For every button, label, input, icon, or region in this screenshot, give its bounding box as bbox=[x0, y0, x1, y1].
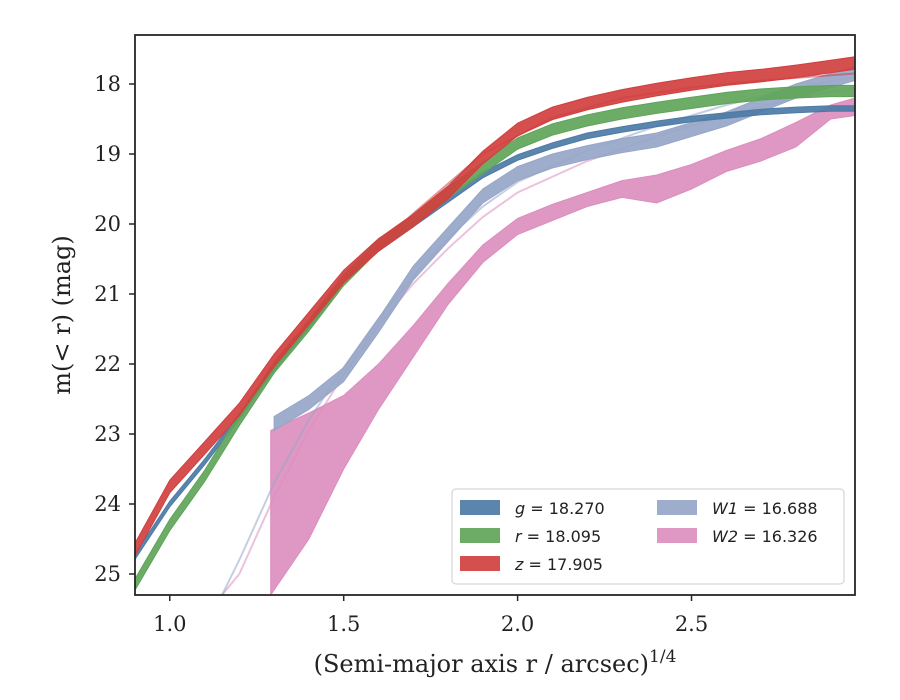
axis-ticks: 1.0 1.5 2.0 2.5 18 19 20 21 22 23 24 25 bbox=[94, 72, 708, 636]
series-W1-band bbox=[273, 65, 855, 432]
y-tick-label: 25 bbox=[94, 562, 121, 586]
series-z bbox=[135, 56, 855, 557]
y-tick-label: 19 bbox=[94, 142, 121, 166]
x-axis-label-main: (Semi-major axis r / arcsec) bbox=[314, 650, 649, 678]
legend-item-g: g = 18.270 bbox=[460, 499, 605, 518]
legend-swatch bbox=[460, 500, 500, 515]
legend-label: z = 17.905 bbox=[514, 555, 603, 574]
y-tick-label: 18 bbox=[94, 72, 121, 96]
x-tick-label: 2.5 bbox=[675, 612, 708, 636]
y-tick-label: 23 bbox=[94, 422, 121, 446]
series-W2-band bbox=[270, 97, 855, 595]
y-axis-label: m(< r) (mag) bbox=[48, 235, 76, 394]
legend-item-r: r = 18.095 bbox=[460, 527, 601, 546]
legend-label: g = 18.270 bbox=[515, 499, 605, 518]
legend-label: r = 18.095 bbox=[515, 527, 601, 546]
legend-swatch bbox=[460, 556, 500, 571]
legend-swatch bbox=[657, 500, 697, 515]
x-tick-label: 1.0 bbox=[153, 612, 186, 636]
x-axis-label: (Semi-major axis r / arcsec)1/4 bbox=[314, 647, 677, 678]
legend-value: = 18.095 bbox=[522, 527, 602, 546]
legend-swatch bbox=[460, 528, 500, 543]
legend-label: W1 = 16.688 bbox=[712, 499, 818, 518]
legend-value: = 17.905 bbox=[523, 555, 603, 574]
series-layer bbox=[135, 56, 855, 595]
y-tick-label: 22 bbox=[94, 352, 121, 376]
x-axis-label-exponent: 1/4 bbox=[649, 647, 676, 667]
legend-item-W1: W1 = 16.688 bbox=[657, 499, 818, 518]
legend-band: W2 bbox=[712, 527, 738, 546]
legend-value: = 16.326 bbox=[738, 527, 818, 546]
legend-value: = 16.688 bbox=[738, 499, 818, 518]
legend-band: r bbox=[515, 527, 523, 546]
y-tick-label: 20 bbox=[94, 212, 121, 236]
legend-item-z: z = 17.905 bbox=[460, 555, 603, 574]
series-W1 bbox=[221, 65, 855, 595]
legend-band: g bbox=[515, 499, 525, 518]
x-tick-label: 1.5 bbox=[327, 612, 360, 636]
legend-swatch bbox=[657, 528, 697, 543]
legend-frame bbox=[451, 488, 845, 585]
legend-band: z bbox=[514, 555, 524, 574]
legend-band: W1 bbox=[712, 499, 738, 518]
y-tick-label: 21 bbox=[94, 282, 121, 306]
legend-item-W2: W2 = 16.326 bbox=[657, 527, 818, 546]
legend-value: = 18.270 bbox=[525, 499, 605, 518]
plot-frame bbox=[134, 34, 856, 596]
y-tick-label: 24 bbox=[94, 492, 121, 516]
x-tick-label: 2.0 bbox=[501, 612, 534, 636]
series-z-band bbox=[135, 56, 855, 557]
legend-label: W2 = 16.326 bbox=[712, 527, 818, 546]
